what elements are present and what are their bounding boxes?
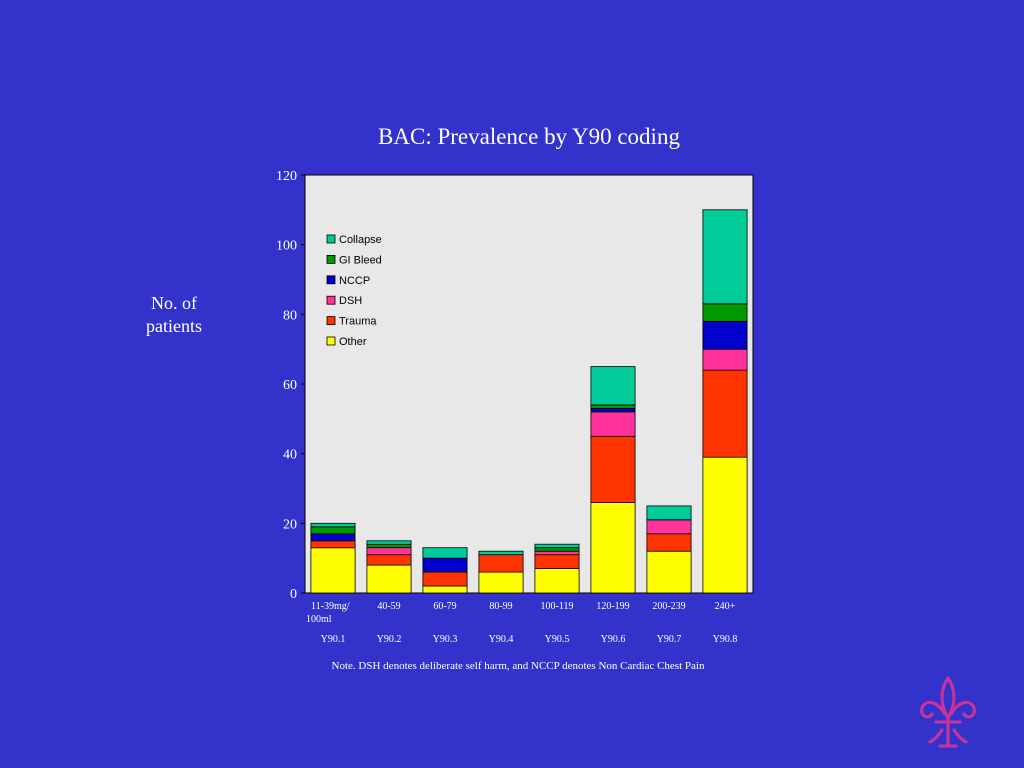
bar-segment-dsh <box>534 550 580 556</box>
x-tick-label: 240+ <box>715 601 736 612</box>
x-axis-ticks: 11-39mg/100ml Y90.1 40-59 Y90.2 60-79 Y90.3 80… <box>306 601 737 645</box>
x-code-label: Y90.7 <box>657 634 682 645</box>
y-axis-ticks: 0 20 40 60 80 100 120 <box>276 169 305 602</box>
bar-segment-other <box>478 571 524 594</box>
legend: Collapse GI Bleed NCCP DSH Trauma Other <box>326 234 382 348</box>
bar-segment-gi-bleed <box>702 303 748 322</box>
bar-segment-trauma <box>646 533 692 552</box>
bar-segment-collapse <box>310 522 356 528</box>
legend-swatch-other <box>326 336 336 346</box>
legend-label: Trauma <box>339 316 377 328</box>
stacked-bar-chart: 0 20 40 60 80 100 120 11-39mg/100ml Y90.1 40-59 Y… <box>276 169 754 645</box>
legend-label: Collapse <box>339 234 382 246</box>
bar-segment-gi-bleed <box>590 404 636 409</box>
legend-swatch-collapse <box>326 234 336 244</box>
bar-segment-nccp <box>310 533 356 542</box>
fleur-de-lis-icon <box>920 676 976 748</box>
x-code-label: Y90.4 <box>489 634 514 645</box>
legend-swatch-dsh <box>326 295 336 305</box>
x-tick-label: 11-39mg/ <box>311 601 350 612</box>
bar-segment-trauma <box>366 554 412 566</box>
bar-segment-collapse <box>422 547 468 559</box>
bar-segment-gi-bleed <box>310 526 356 535</box>
bar-segment-other <box>534 568 580 594</box>
legend-label: Other <box>339 336 367 348</box>
x-code-label: Y90.5 <box>545 634 570 645</box>
bar-segment-collapse <box>366 540 412 545</box>
y-tick-label: 80 <box>283 308 297 323</box>
x-code-label: Y90.1 <box>321 634 346 645</box>
y-tick-label: 100 <box>276 239 297 254</box>
x-tick-label: 80-99 <box>489 601 512 612</box>
bars-group <box>310 209 748 594</box>
bar-segment-collapse <box>534 543 580 549</box>
legend-swatch-trauma <box>326 316 336 326</box>
bar-segment-other <box>646 550 692 594</box>
bar-segment-gi-bleed <box>534 547 580 552</box>
y-tick-label: 60 <box>283 378 297 393</box>
bar-segment-other <box>590 501 636 594</box>
bar-segment-trauma <box>702 369 748 458</box>
bar-segment-dsh <box>590 411 636 437</box>
y-tick-label: 20 <box>283 517 297 532</box>
chart-title: BAC: Prevalence by Y90 coding <box>378 124 680 149</box>
bar-segment-other <box>366 564 412 594</box>
x-code-label: Y90.3 <box>433 634 458 645</box>
legend-swatch-gi-bleed <box>326 254 336 264</box>
x-code-label: Y90.6 <box>601 634 626 645</box>
legend-label: DSH <box>339 295 362 307</box>
bar-segment-nccp <box>702 320 748 350</box>
x-tick-label: 100-119 <box>541 601 574 612</box>
bar-segment-trauma <box>590 435 636 503</box>
bar-segment-collapse <box>702 209 748 305</box>
y-tick-label: 40 <box>283 448 297 463</box>
bar-segment-trauma <box>310 540 356 549</box>
bar-segment-other <box>702 456 748 594</box>
x-code-label: Y90.2 <box>377 634 402 645</box>
bar-segment-dsh <box>366 547 412 556</box>
x-tick-label: 100ml <box>306 614 332 625</box>
y-axis-label: No. of patients <box>124 292 224 338</box>
bar-segment-gi-bleed <box>366 543 412 549</box>
y-axis-label-line2: patients <box>146 316 202 336</box>
bar-segment-dsh <box>702 348 748 371</box>
y-tick-label: 120 <box>276 169 297 184</box>
x-tick-label: 120-199 <box>596 601 629 612</box>
bar-segment-dsh <box>646 519 692 535</box>
footnote: Note. DSH denotes deliberate self harm, … <box>331 660 705 672</box>
x-tick-label: 40-59 <box>377 601 400 612</box>
x-code-label: Y90.8 <box>713 634 738 645</box>
y-axis-label-line1: No. of <box>151 293 197 313</box>
x-tick-label: 200-239 <box>652 601 685 612</box>
bar-segment-nccp <box>590 407 636 413</box>
bar-segment-collapse <box>646 505 692 521</box>
bar-segment-other <box>422 585 468 594</box>
bar-segment-other <box>310 547 356 594</box>
legend-label: GI Bleed <box>339 254 382 266</box>
bar-segment-trauma <box>422 571 468 587</box>
bar-segment-nccp <box>422 557 468 573</box>
bar-segment-collapse <box>478 550 524 556</box>
legend-swatch-nccp <box>326 275 336 285</box>
bar-segment-trauma <box>534 554 580 570</box>
bar-segment-collapse <box>590 366 636 406</box>
x-tick-label: 60-79 <box>433 601 456 612</box>
legend-label: NCCP <box>339 275 370 287</box>
y-tick-label: 0 <box>290 587 297 602</box>
bar-segment-trauma <box>478 554 524 573</box>
